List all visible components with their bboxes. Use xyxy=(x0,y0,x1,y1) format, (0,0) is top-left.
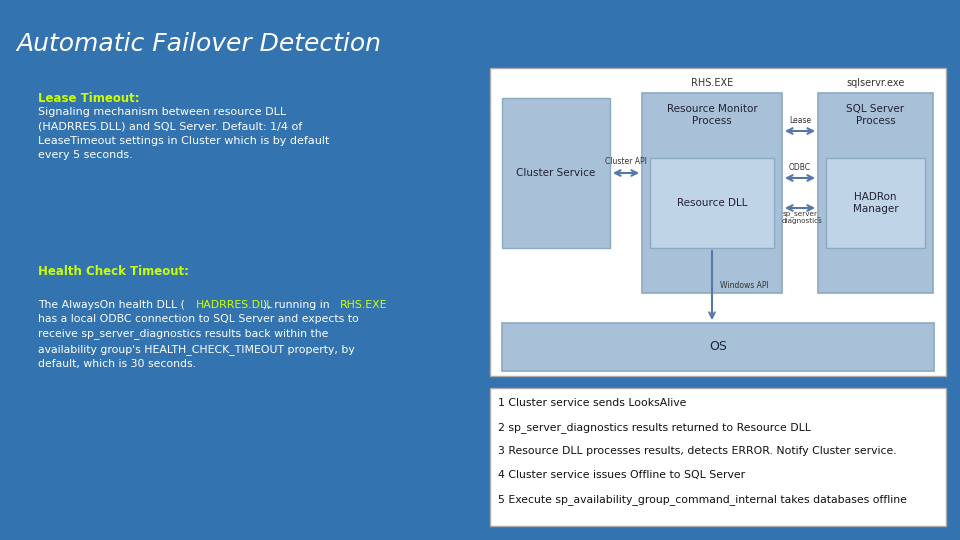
Text: OS: OS xyxy=(709,341,727,354)
Text: sp_server_
diagnostics: sp_server_ diagnostics xyxy=(781,211,823,224)
Text: Cluster API: Cluster API xyxy=(605,157,647,166)
Text: The AlwaysOn health DLL (: The AlwaysOn health DLL ( xyxy=(38,300,184,310)
Text: Signaling mechanism between resource DLL
(HADRRES.DLL) and SQL Server. Default: : Signaling mechanism between resource DLL… xyxy=(38,107,329,160)
Text: ODBC: ODBC xyxy=(789,163,811,172)
Text: RHS.EXE: RHS.EXE xyxy=(691,78,733,88)
Bar xyxy=(818,93,933,293)
Text: has a local ODBC connection to SQL Server and expects to
receive sp_server_diagn: has a local ODBC connection to SQL Serve… xyxy=(38,314,359,369)
Text: Resource DLL: Resource DLL xyxy=(677,198,747,208)
Text: sqlservr.exe: sqlservr.exe xyxy=(847,78,904,88)
Text: 5 Execute sp_availability_group_command_internal takes databases offline: 5 Execute sp_availability_group_command_… xyxy=(498,494,907,505)
Text: Lease Timeout:: Lease Timeout: xyxy=(38,92,139,105)
Text: RHS.EXE: RHS.EXE xyxy=(340,300,388,310)
Bar xyxy=(502,98,610,248)
Bar xyxy=(642,93,782,293)
Text: Cluster Service: Cluster Service xyxy=(516,168,595,178)
Bar xyxy=(650,158,774,248)
Text: 3 Resource DLL processes results, detects ERROR. Notify Cluster service.: 3 Resource DLL processes results, detect… xyxy=(498,446,897,456)
Text: 2 sp_server_diagnostics results returned to Resource DLL: 2 sp_server_diagnostics results returned… xyxy=(498,422,811,433)
Bar xyxy=(826,158,925,248)
Text: Health Check Timeout:: Health Check Timeout: xyxy=(38,265,189,278)
Text: Windows API: Windows API xyxy=(720,281,769,290)
Text: HADRRES.DLL: HADRRES.DLL xyxy=(196,300,274,310)
Bar xyxy=(502,323,934,371)
Text: HADRon
Manager: HADRon Manager xyxy=(852,192,899,214)
Bar xyxy=(490,388,946,526)
Text: Lease: Lease xyxy=(789,116,811,125)
Text: Automatic Failover Detection: Automatic Failover Detection xyxy=(16,32,381,56)
Bar xyxy=(490,68,946,376)
Text: ), running in: ), running in xyxy=(263,300,333,310)
Text: SQL Server
Process: SQL Server Process xyxy=(847,104,904,126)
Text: 1 Cluster service sends LooksAlive: 1 Cluster service sends LooksAlive xyxy=(498,398,686,408)
Text: Resource Monitor
Process: Resource Monitor Process xyxy=(666,104,757,126)
Text: 4 Cluster service issues Offline to SQL Server: 4 Cluster service issues Offline to SQL … xyxy=(498,470,745,480)
